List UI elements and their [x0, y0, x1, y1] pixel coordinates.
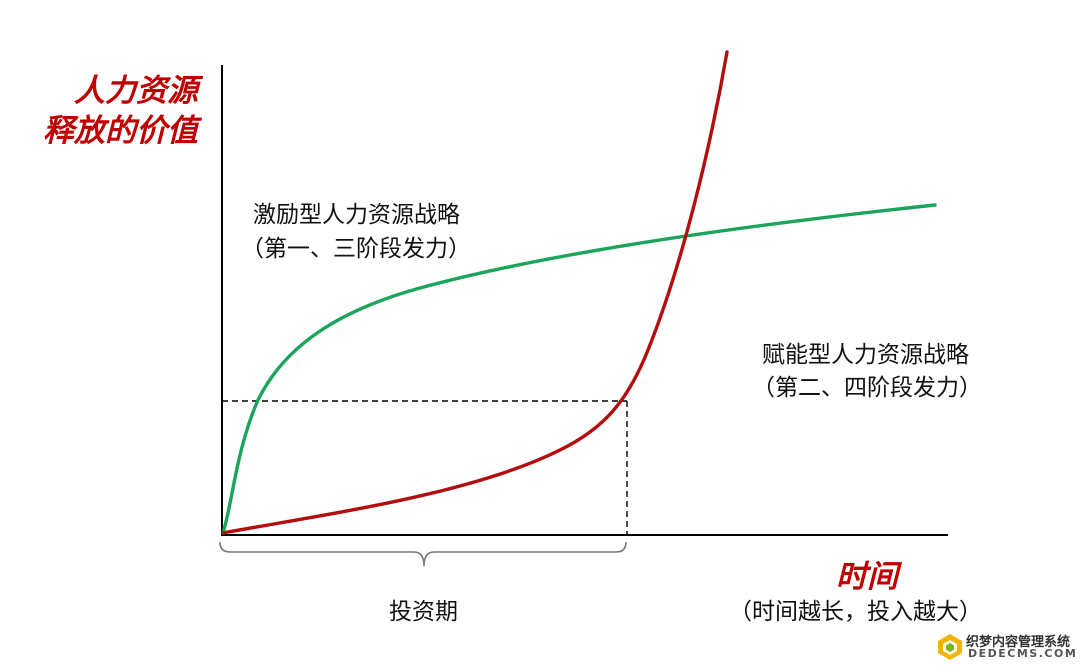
watermark: 织梦内容管理系统 DEDECMS.COM	[936, 630, 1076, 664]
y-axis-label-line-1: 人力资源	[74, 73, 198, 109]
series-line-incentive	[221, 203, 937, 535]
y-axis-label-line-2: 释放的价值	[43, 113, 198, 149]
x-axis-label: 时间	[836, 559, 898, 595]
series-line-empowerment	[221, 50, 729, 535]
watermark-cn-text: 织梦内容管理系统	[966, 635, 1071, 650]
series-label-empowerment: 赋能型人力资源战略	[762, 342, 969, 368]
series-note-empowerment: （第二、四阶段发力）	[752, 375, 982, 401]
invest-period-brace	[219, 541, 627, 567]
dedecms-logo-icon	[938, 634, 962, 660]
series-note-incentive: （第一、三阶段发力）	[241, 236, 471, 262]
x-axis-note: （时间越长，投入越大）	[729, 599, 982, 625]
watermark-en-text: DEDECMS.COM	[968, 647, 1078, 660]
invest-period-label: 投资期	[389, 599, 458, 625]
series-label-incentive: 激励型人力资源战略	[253, 202, 460, 228]
